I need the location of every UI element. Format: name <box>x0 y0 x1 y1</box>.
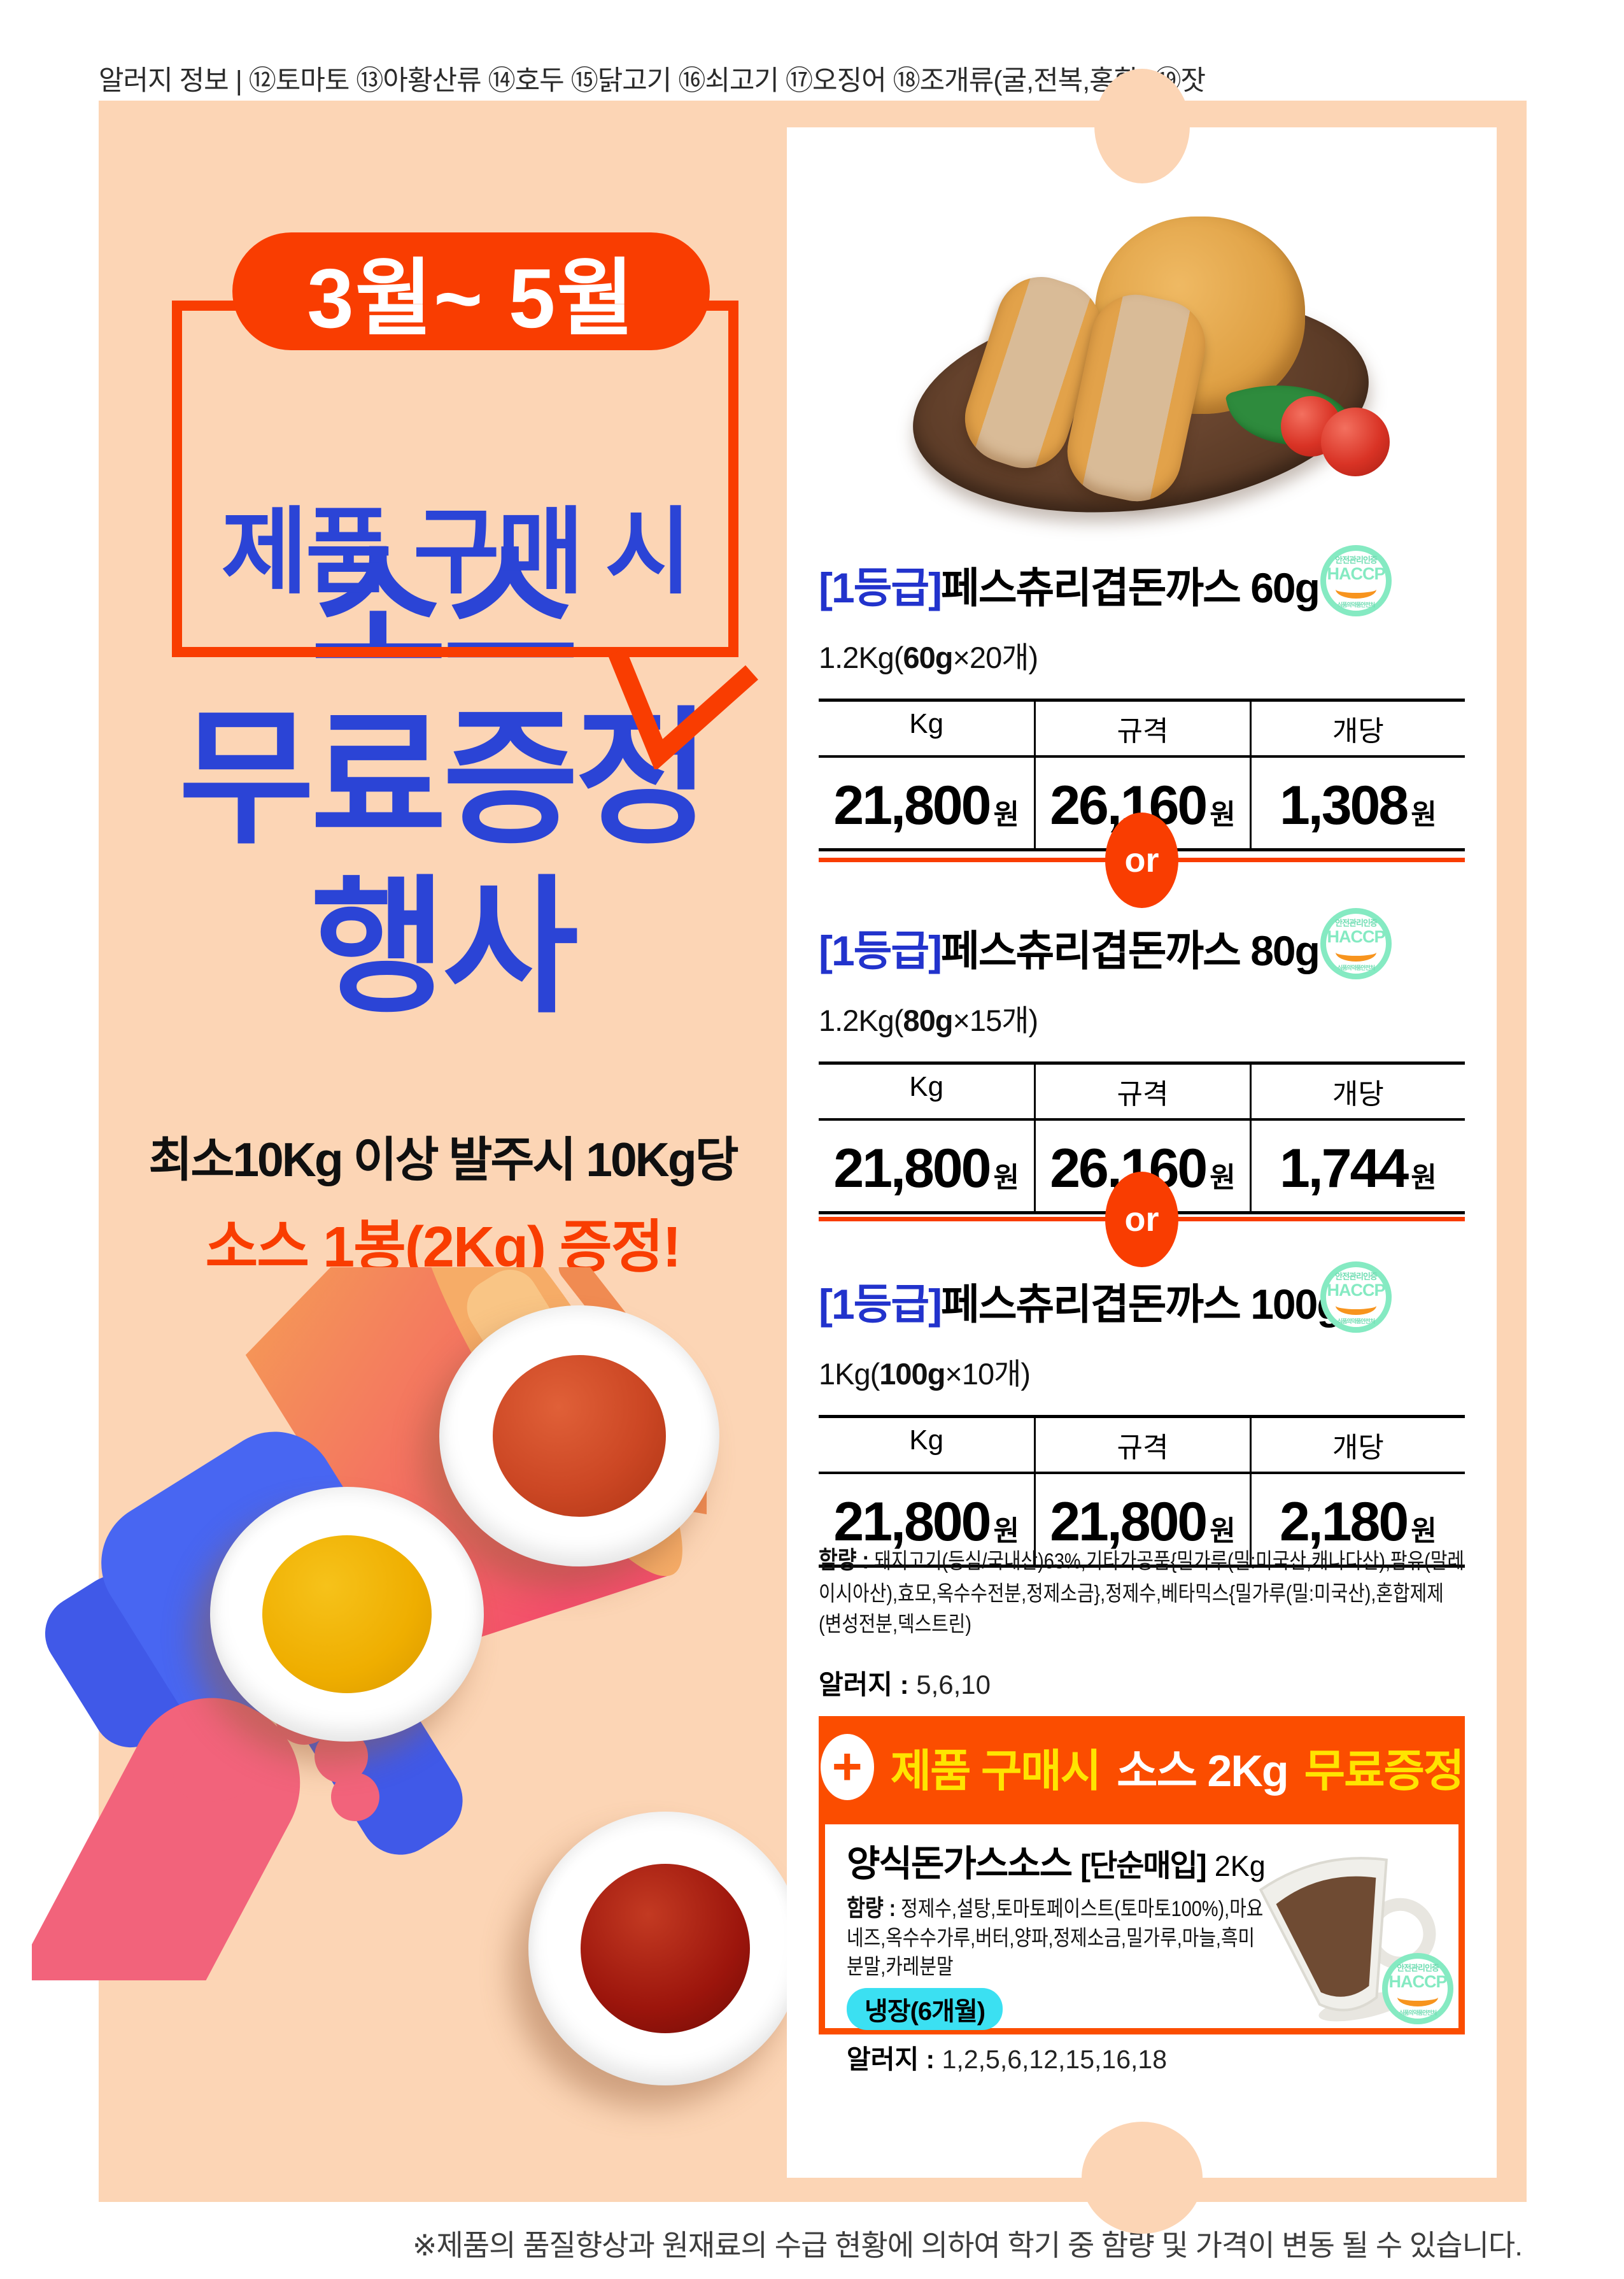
gift-sauce-name: 양식돈가스소스 <box>847 1843 1073 1884</box>
col-header-kg: Kg <box>819 702 1034 758</box>
haccp-top-text: 안전관리인증 <box>1335 1271 1378 1281</box>
card-top-notch <box>1094 69 1190 183</box>
col-header-spec: 규격 <box>1034 1418 1250 1474</box>
sauce-dish-dark-red <box>528 1812 802 2085</box>
haccp-bottom-text: 식품의약품안전처 <box>1337 964 1375 971</box>
haccp-badge: 안전관리인증 HACCP 식품의약품안전처 <box>1320 908 1392 979</box>
gift-banner-text3: 무료증정 <box>1304 1745 1465 1796</box>
storage-badge: 냉장(6개월) <box>847 1987 1003 2030</box>
haccp-badge: 안전관리인증 HACCP 식품의약품안전처 <box>1320 1261 1392 1333</box>
haccp-badge: 안전관리인증 HACCP 식품의약품안전처 <box>1320 545 1392 616</box>
haccp-swoosh-icon <box>1336 943 1376 962</box>
allergy-legend: 알러지 정보 | ⑫토마토 ⑬아황산류 ⑭호두 ⑮닭고기 ⑯쇠고기 ⑰오징어 ⑱… <box>99 66 1206 96</box>
purchase-speech-bubble: 제품 구매 시 <box>172 301 738 657</box>
col-header-spec: 규격 <box>1034 702 1250 758</box>
col-header-each: 개당 <box>1249 1418 1465 1474</box>
product-block-60g: 안전관리인증 HACCP 식품의약품안전처 [1등급] 페스츄리겹돈까스 60g… <box>819 545 1465 851</box>
haccp-swoosh-icon <box>1336 1296 1376 1315</box>
gift-banner-text1: 제품 구매시 <box>890 1745 1101 1796</box>
ingredients-block: 함량 : 돼지고기(등심/국내산)63%,기타가공품{밀가루(밀:미국산,캐나다… <box>819 1544 1465 1640</box>
sauce-dish-red-orange <box>439 1305 719 1566</box>
gift-sauce-size: 2Kg <box>1214 1850 1266 1882</box>
period-badge: 3월~ 5월 <box>232 232 710 350</box>
price-table: Kg 규격 개당 21,800 원 26,160 원 1,308 원 <box>819 699 1465 851</box>
haccp-bottom-text: 식품의약품안전처 <box>1337 1317 1375 1324</box>
promo-condition: 최소10Kg 이상 발주시 10Kg당 <box>148 1133 738 1186</box>
sauce-dish-mustard <box>210 1487 484 1742</box>
product-title: [1등급] 페스츄리겹돈까스 60g <box>819 554 1465 615</box>
haccp-badge: 안전관리인증 HACCP 식품의약품안전처 <box>1382 1953 1453 2024</box>
gift-banner-text2: 소스 2Kg <box>1117 1745 1289 1796</box>
product-block-80g: 안전관리인증 HACCP 식품의약품안전처 [1등급] 페스츄리겹돈까스 80g… <box>819 908 1465 1214</box>
headline-line: 무료증정 <box>178 697 711 862</box>
promo-headline: 소스 무료증정 행사 <box>99 527 787 1032</box>
haccp-name: HACCP <box>1327 927 1385 946</box>
haccp-top-text: 안전관리인증 <box>1397 1963 1439 1973</box>
or-badge: or <box>1105 1172 1178 1267</box>
haccp-bottom-text: 식품의약품안전처 <box>1399 2009 1437 2016</box>
product-block-100g: 안전관리인증 HACCP 식품의약품안전처 [1등급] 페스츄리겹돈까스 100… <box>819 1261 1465 1568</box>
card-bottom-notch <box>1082 2122 1203 2234</box>
col-header-each: 개당 <box>1249 702 1465 758</box>
price-spec: 21,800 원 <box>1034 1474 1249 1565</box>
product-title: [1등급] 페스츄리겹돈까스 100g <box>819 1270 1465 1331</box>
product-name: 페스츄리겹돈까스 80g <box>941 927 1320 974</box>
haccp-top-text: 안전관리인증 <box>1335 918 1378 928</box>
cherry-tomato <box>1321 408 1390 476</box>
or-divider: or <box>819 1172 1465 1267</box>
product-grade: [1등급] <box>819 1281 942 1328</box>
gift-banner: + 제품 구매시 소스 2Kg 무료증정 <box>819 1716 1465 1818</box>
haccp-swoosh-icon <box>1397 1988 1438 2006</box>
footer-note: ※제품의 품질향상과 원재료의 수급 현황에 의하여 학기 중 함량 및 가격이… <box>412 2229 1523 2262</box>
price-each: 1,744 원 <box>1249 1121 1465 1211</box>
gift-sauce-name-row: 양식돈가스소스 [단순매입] 2Kg <box>847 1835 1437 1887</box>
haccp-name: HACCP <box>1327 1280 1385 1300</box>
product-name: 페스츄리겹돈까스 100g <box>941 1281 1343 1328</box>
product-pack: 1Kg(100g×10개) <box>819 1357 1031 1391</box>
gift-allergy-line: 알러지 : 1,2,5,6,12,15,16,18 <box>847 2044 1167 2074</box>
product-card: 안전관리인증 HACCP 식품의약품안전처 [1등급] 페스츄리겹돈까스 60g… <box>787 127 1497 2178</box>
period-badge-label: 3월~ 5월 <box>307 252 635 345</box>
sauce-dark-red <box>580 1863 751 2034</box>
price-table: Kg 규격 개당 21,800 원 21,800 원 2,180 원 <box>819 1415 1465 1568</box>
sauce-mustard <box>262 1535 432 1693</box>
product-pack: 1.2Kg(60g×20개) <box>819 641 1038 674</box>
price-each: 1,308 원 <box>1249 758 1465 848</box>
product-grade: [1등급] <box>819 564 942 611</box>
product-title: [1등급] 페스츄리겹돈까스 80g <box>819 917 1465 978</box>
haccp-bottom-text: 식품의약품안전처 <box>1337 601 1375 608</box>
tonkatsu-photo <box>900 217 1390 537</box>
col-header-each: 개당 <box>1249 1065 1465 1121</box>
haccp-name: HACCP <box>1327 564 1385 583</box>
price-kg: 21,800 원 <box>833 1491 1019 1552</box>
sauce-red-orange <box>492 1354 667 1517</box>
headline-line: 행사 <box>311 865 579 1030</box>
headline-line: 소스 <box>311 529 579 693</box>
product-name: 페스츄리겹돈까스 60g <box>941 564 1320 611</box>
gift-sauce-box: 양식돈가스소스 [단순매입] 2Kg 함량 : 정제수,설탕,토마토페이스트(토… <box>819 1818 1465 2074</box>
speech-bubble-tail-icon <box>608 648 758 769</box>
allergy-line: 알러지 : 5,6,10 <box>819 1670 991 1700</box>
product-grade: [1등급] <box>819 927 942 974</box>
price-kg: 21,800 원 <box>833 1138 1019 1199</box>
gift-ingredients: 함량 : 정제수,설탕,토마토페이스트(토마토100%),마요네즈,옥수수가루,… <box>847 1895 1264 1979</box>
haccp-top-text: 안전관리인증 <box>1335 555 1378 565</box>
col-header-spec: 규격 <box>1034 1065 1250 1121</box>
haccp-swoosh-icon <box>1336 580 1376 599</box>
or-badge: or <box>1105 813 1178 908</box>
product-pack: 1.2Kg(80g×15개) <box>819 1004 1038 1037</box>
or-divider: or <box>819 813 1465 908</box>
ingredients-text: 함량 : 돼지고기(등심/국내산)63%,기타가공품{밀가루(밀:미국산,캐나다… <box>819 1547 1465 1637</box>
haccp-name: HACCP <box>1388 1971 1447 1991</box>
plus-icon: + <box>820 1734 874 1800</box>
col-header-kg: Kg <box>819 1065 1034 1121</box>
col-header-kg: Kg <box>819 1418 1034 1474</box>
purchase-bubble-label: 제품 구매 시 <box>221 500 691 605</box>
price-each: 2,180 원 <box>1249 1474 1465 1565</box>
gift-sauce-tag: [단순매입] <box>1080 1849 1207 1883</box>
price-kg: 21,800 원 <box>833 775 1019 836</box>
gravy-boat-photo <box>1259 1857 1436 2022</box>
